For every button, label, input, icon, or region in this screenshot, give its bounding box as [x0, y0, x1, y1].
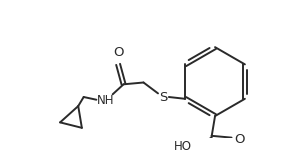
- Text: HO: HO: [173, 140, 191, 152]
- Text: NH: NH: [97, 94, 114, 107]
- Text: S: S: [159, 90, 168, 104]
- Text: O: O: [113, 46, 123, 59]
- Text: O: O: [234, 133, 245, 146]
